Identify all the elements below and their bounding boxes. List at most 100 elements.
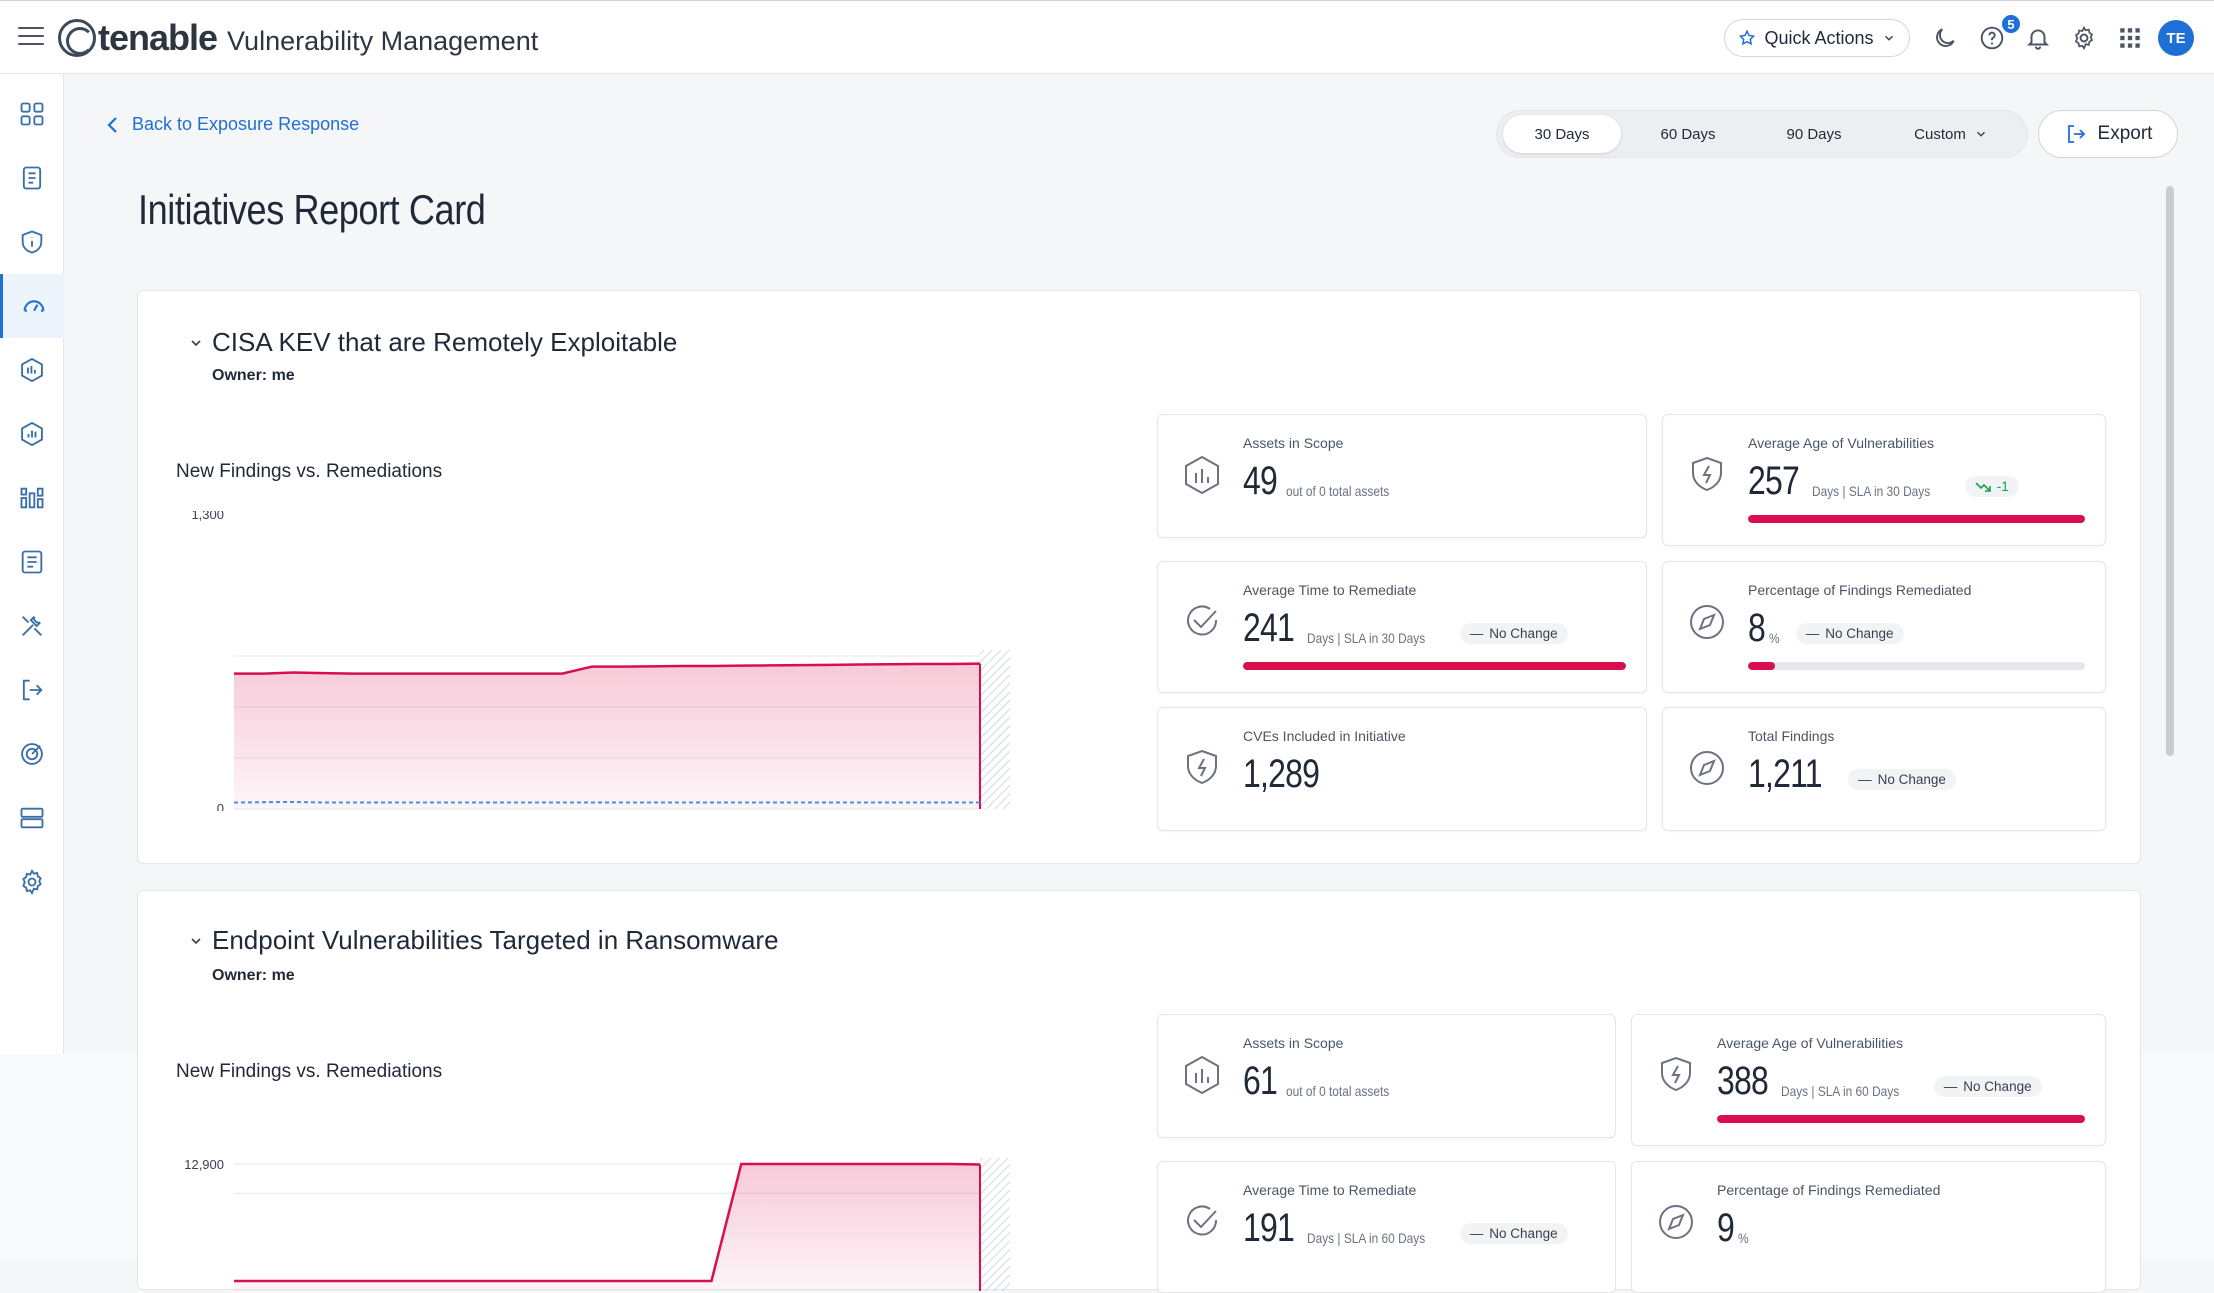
metric-value: 1,289	[1243, 752, 1320, 796]
metric-label: Average Age of Vulnerabilities	[1717, 1035, 1904, 1051]
sidebar-item-web-apps[interactable]	[0, 402, 64, 466]
top-bar: tenable Vulnerability Management Quick A…	[0, 0, 2214, 74]
compass-icon	[1690, 605, 1724, 639]
change-value: No Change	[1489, 626, 1558, 641]
checklist-icon	[21, 550, 43, 574]
range-60-days[interactable]: 60 Days	[1660, 125, 1716, 143]
metric-unit: Days | SLA in 30 Days	[1811, 483, 1930, 499]
metric-percentage-remediated: Percentage of Findings Remediated 8% — No…	[1662, 561, 2106, 693]
help-icon[interactable]	[1977, 23, 2007, 53]
sidebar-item-exposure-response[interactable]	[0, 274, 64, 338]
sidebar-item-settings[interactable]	[0, 850, 64, 914]
metric-label: CVEs Included in Initiative	[1243, 728, 1406, 744]
sidebar-item-analytics[interactable]	[0, 466, 64, 530]
progress-bar	[1748, 662, 2085, 670]
date-range-toggle: 30 Days 60 Days 90 Days Custom	[1496, 110, 2028, 158]
progress-bar	[1748, 515, 2085, 523]
metric-value: 191	[1243, 1206, 1295, 1250]
chart-title: New Findings vs. Remediations	[176, 461, 443, 482]
sidebar-item-dashboard[interactable]	[0, 82, 64, 146]
quick-actions-button[interactable]: Quick Actions	[1724, 19, 1910, 57]
progress-bar	[1717, 1115, 2085, 1123]
change-badge: -1	[1964, 476, 2019, 497]
scrollbar[interactable]	[2166, 186, 2174, 756]
dark-mode-icon[interactable]	[1930, 23, 1960, 53]
tools-icon	[22, 616, 42, 636]
findings-area	[234, 663, 980, 809]
hexagon-bars-icon	[21, 421, 43, 447]
metric-label: Percentage of Findings Remediated	[1717, 1182, 1941, 1198]
metric-unit: %	[1738, 1230, 1749, 1246]
change-badge: — No Change	[1933, 1076, 2042, 1097]
metric-average-age: Average Age of Vulnerabilities 257 Days |…	[1662, 414, 2106, 546]
app-grid-icon[interactable]	[2115, 23, 2145, 53]
shield-bolt-icon	[1187, 749, 1217, 785]
change-value: No Change	[1963, 1079, 2032, 1094]
logo[interactable]: tenable Vulnerability Management	[58, 15, 538, 61]
range-30-days[interactable]: 30 Days	[1503, 115, 1621, 153]
analytics-icon	[20, 487, 44, 509]
sidebar-item-vulnerabilities[interactable]	[0, 210, 64, 274]
chevron-down-icon[interactable]	[188, 335, 204, 351]
metric-average-age: Average Age of Vulnerabilities 388 Days |…	[1631, 1014, 2106, 1146]
metric-total-findings: Total Findings 1,211 — No Change	[1662, 707, 2106, 831]
range-custom-dropdown[interactable]: Custom	[1881, 115, 2021, 153]
hexagon-chart-icon	[1185, 1055, 1219, 1095]
change-value: No Change	[1877, 772, 1946, 787]
progress-fill	[1243, 662, 1626, 670]
metric-assets-in-scope: Assets in Scope 61 out of 0 total assets	[1157, 1014, 1616, 1138]
chevron-left-icon	[107, 116, 117, 133]
hexagon-chart-icon	[1185, 455, 1219, 495]
metric-value: 388	[1717, 1059, 1769, 1103]
range-90-days[interactable]: 90 Days	[1786, 125, 1842, 143]
logo-brand: tenable	[98, 17, 218, 58]
metric-unit: %	[1769, 630, 1780, 646]
sidebar-item-assets[interactable]	[0, 338, 64, 402]
menu-icon[interactable]	[18, 27, 44, 47]
sidebar-item-target[interactable]	[0, 722, 64, 786]
quick-actions-label: Quick Actions	[1764, 27, 1874, 48]
findings-remediations-chart: 1,3000May 29Jun 28FindingsRemediations	[191, 511, 1010, 811]
logo-product: Vulnerability Management	[227, 25, 539, 56]
check-circle-icon	[1187, 605, 1218, 636]
user-avatar[interactable]: TE	[2158, 20, 2194, 56]
progress-fill	[1748, 515, 2085, 523]
metric-assets-in-scope: Assets in Scope 49 out of 0 total assets	[1157, 414, 1647, 538]
sidebar-item-export[interactable]	[0, 658, 64, 722]
bell-icon[interactable]	[2023, 23, 2053, 53]
star-icon	[1739, 29, 1756, 46]
sidebar-item-tools[interactable]	[0, 594, 64, 658]
settings-gear-icon[interactable]	[2069, 23, 2099, 53]
dashboard-grid-icon	[20, 102, 44, 126]
metric-label: Average Age of Vulnerabilities	[1748, 435, 1935, 451]
export-icon	[2067, 125, 2085, 143]
gauge-icon	[23, 300, 44, 312]
sign-out-icon	[22, 679, 43, 701]
hexagon-chart-icon	[21, 357, 43, 383]
metric-value: 1,211	[1748, 752, 1823, 796]
remediations-line	[233, 800, 980, 804]
progress-bar	[1243, 662, 1626, 670]
chevron-down-icon[interactable]	[188, 933, 204, 949]
metric-unit: Days | SLA in 30 Days	[1306, 630, 1425, 646]
metric-value: 61	[1243, 1059, 1278, 1103]
metric-average-time-to-remediate: Average Time to Remediate 241 Days | SLA …	[1157, 561, 1647, 693]
back-link[interactable]: Back to Exposure Response	[106, 114, 359, 135]
metric-unit: Days | SLA in 60 Days	[1306, 1230, 1425, 1246]
change-value: -1	[1996, 479, 2009, 494]
compass-icon	[1659, 1205, 1693, 1239]
change-value: No Change	[1489, 1226, 1558, 1241]
server-icon	[20, 807, 44, 829]
export-button[interactable]: Export	[2038, 110, 2178, 158]
check-circle-icon	[1187, 1205, 1218, 1236]
sidebar-item-findings[interactable]	[0, 530, 64, 594]
sidebar-item-server[interactable]	[0, 786, 64, 850]
progress-fill	[1717, 1115, 2085, 1123]
progress-fill	[1748, 662, 1775, 670]
page-title: Initiatives Report Card	[138, 186, 486, 233]
sidebar-item-reports[interactable]	[0, 146, 64, 210]
compass-icon	[1690, 751, 1724, 785]
initiative-card: Endpoint Vulnerabilities Targeted in Ran…	[137, 890, 2141, 1293]
findings-line	[234, 662, 981, 675]
export-label: Export	[2097, 123, 2153, 144]
